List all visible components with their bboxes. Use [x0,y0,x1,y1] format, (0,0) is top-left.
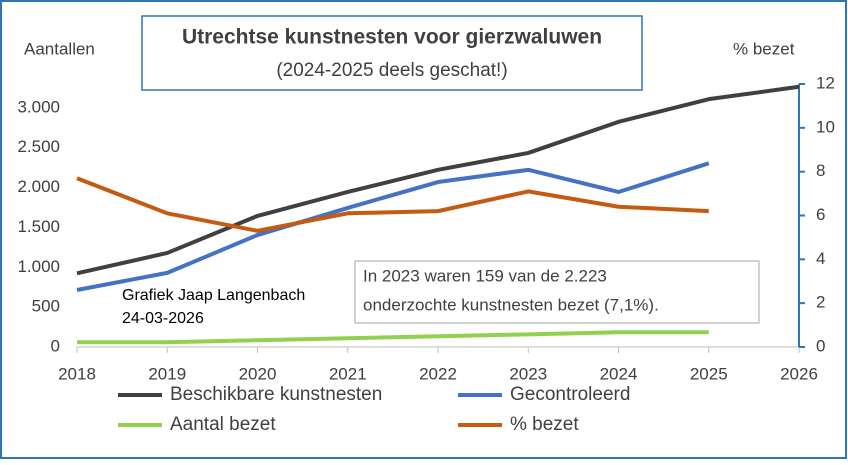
y2-axis-title: % bezet [733,39,795,58]
callout-box [354,260,760,324]
x-tick-label: 2025 [690,364,728,383]
legend-label: Gecontroleerd [510,384,630,405]
y-axis-title: Aantallen [24,39,95,58]
callout-text: onderzochte kunstnesten bezet (7,1%). [363,295,659,314]
y2-tick-label: 6 [816,205,825,224]
x-tick-label: 2024 [600,364,638,383]
x-tick-label: 2019 [148,364,186,383]
y2-tick-label: 10 [816,117,835,136]
credit-text: Grafiek Jaap Langenbach [122,287,305,304]
y-tick-label: 2.500 [17,137,60,156]
legend-label: % bezet [510,414,579,435]
x-tick-label: 2018 [58,364,96,383]
y-tick-label: 500 [32,297,60,316]
credit-text: 24-03-2026 [122,310,204,327]
series-line [76,176,709,233]
y2-tick-label: 4 [816,249,825,268]
series-line [76,161,710,292]
y-tick-label: 3.000 [17,97,60,116]
series-line [76,84,800,276]
chart-subtitle: (2024-2025 deels geschat!) [276,60,507,81]
x-tick-label: 2022 [419,364,457,383]
y-tick-label: 2.000 [17,177,60,196]
y2-tick-label: 12 [816,73,835,92]
legend-label: Aantal bezet [170,414,276,435]
x-tick-label: 2023 [509,364,547,383]
y2-tick-label: 8 [816,161,825,180]
legend-label: Beschikbare kunstnesten [170,384,382,405]
x-tick-label: 2026 [780,364,818,383]
title-box [141,15,643,91]
y-tick-label: 0 [51,336,60,355]
x-tick-label: 2021 [329,364,367,383]
y2-tick-label: 2 [816,293,825,312]
y-tick-label: 1.000 [17,257,60,276]
y-tick-label: 1.500 [17,217,60,236]
y2-tick-label: 0 [816,336,825,355]
x-tick-label: 2020 [239,364,277,383]
series-line [77,330,709,345]
chart-title: Utrechtse kunstnesten voor gierzwaluwen [182,26,602,49]
callout-text: In 2023 waren 159 van de 2.223 [363,266,607,285]
